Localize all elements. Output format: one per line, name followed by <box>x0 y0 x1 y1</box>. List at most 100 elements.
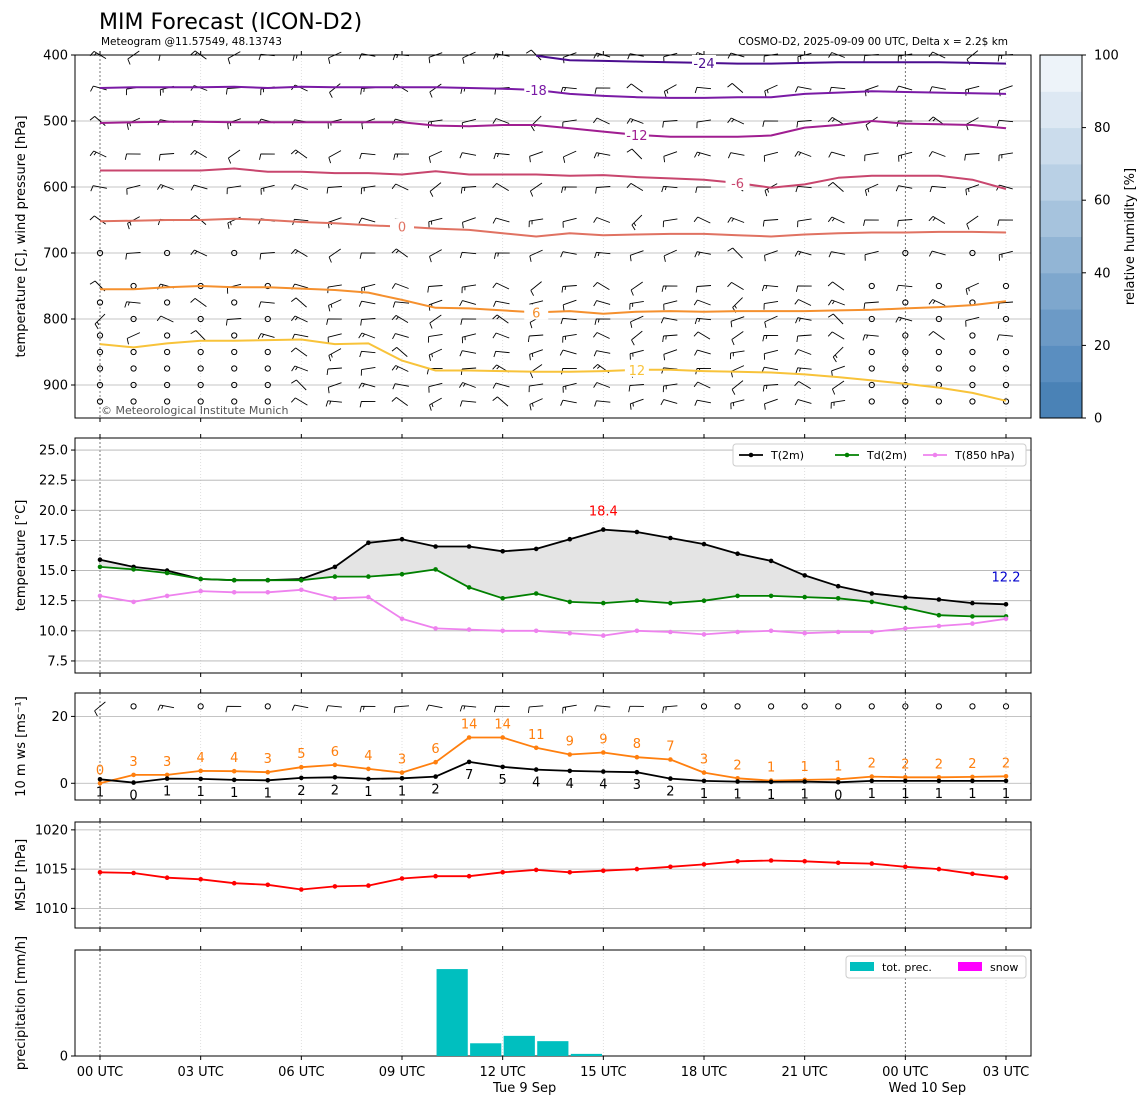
colorbar-segment <box>1040 91 1082 129</box>
wind-barb <box>391 315 409 323</box>
value-label-gust: 1 <box>801 760 809 775</box>
colorbar-label: relative humidity [%] <box>1123 168 1138 305</box>
wind-barb <box>731 331 744 346</box>
wind-barb <box>627 53 644 60</box>
wind-barb <box>492 382 510 389</box>
precipitation-panel: 0 precipitation [mm/h] tot. prec. snow <box>14 936 1032 1070</box>
wind-barb <box>459 350 477 357</box>
wind-barb <box>594 318 611 325</box>
data-point-mslp <box>634 866 640 872</box>
colorbar-segment <box>1040 200 1082 237</box>
x-tick-label: 00 UTC <box>882 1065 928 1080</box>
data-point-t2m <box>97 557 103 562</box>
wind-barb <box>157 184 174 190</box>
wind-barb <box>326 367 342 376</box>
calm-wind-circle <box>264 703 271 710</box>
wind-barb <box>693 299 711 306</box>
data-point-t850 <box>433 626 438 631</box>
wind-barb <box>429 397 442 411</box>
wind-barb <box>896 284 913 292</box>
data-point-td2m <box>768 593 774 599</box>
wind-barb <box>493 252 510 259</box>
data-point-mslp <box>802 859 807 864</box>
copyright-note: © Meteorological Institute Munich <box>101 404 288 417</box>
data-point-t2m <box>869 591 875 596</box>
wind-barb <box>795 86 812 93</box>
y-tick-label: 10.0 <box>39 624 68 639</box>
value-label-ws: 1 <box>197 785 205 800</box>
wind-barb <box>661 285 678 292</box>
isotherm-label-bg <box>624 126 649 142</box>
wind-barb <box>966 215 979 230</box>
wind-barb <box>527 334 544 343</box>
calm-wind-circle <box>935 365 942 372</box>
calm-wind-circle <box>96 249 104 257</box>
data-point-ws <box>332 775 338 780</box>
wind-barb <box>94 313 106 330</box>
data-point-t2m <box>466 544 472 549</box>
data-point-ws <box>835 780 841 785</box>
calm-wind-circle <box>96 398 104 405</box>
value-label-ws: 1 <box>398 784 406 799</box>
wind-barb <box>727 217 745 223</box>
wind-barb <box>530 115 542 132</box>
wind-barb <box>560 251 577 258</box>
wind-barb <box>727 117 745 125</box>
data-point-ws <box>903 778 908 784</box>
wind-barb <box>965 282 979 295</box>
value-label-ws: 2 <box>431 783 439 798</box>
wind-barb <box>660 317 678 324</box>
data-point-ws <box>366 776 371 782</box>
value-label-gust: 9 <box>599 733 607 748</box>
colorbar-tick-label: 0 <box>1094 412 1102 427</box>
wind-barb <box>530 281 542 296</box>
value-label-gust: 2 <box>901 757 909 772</box>
wind-barb <box>762 334 779 342</box>
data-point-ws <box>500 764 506 770</box>
data-point-mslp <box>97 870 103 875</box>
wind-barb <box>928 151 946 157</box>
wind-barb <box>360 87 376 95</box>
y-tick-label: 400 <box>43 49 68 64</box>
wind-barb <box>290 249 308 257</box>
calm-wind-circle <box>96 332 104 339</box>
isotherm-label: -18 <box>526 84 547 99</box>
y-tick-label: 800 <box>43 313 68 328</box>
wind-barb <box>190 249 208 257</box>
subtitle-left: Meteogram @11.57549, 48.13743 <box>101 36 282 48</box>
wind-barb <box>327 382 342 394</box>
data-point-gust <box>701 770 707 775</box>
legend-label-td2m: Td(2m) <box>866 449 907 462</box>
wind-barb <box>593 300 611 307</box>
wind-barb <box>328 248 341 263</box>
isotherm-line <box>99 120 1007 138</box>
precip-bar <box>470 1043 502 1056</box>
precip-bar <box>570 1053 602 1056</box>
value-label-ws: 2 <box>666 785 674 800</box>
wind-barb <box>628 384 644 392</box>
wind-barb <box>290 149 308 159</box>
value-label-gust: 2 <box>1002 756 1010 771</box>
wind-barb <box>928 250 946 257</box>
calm-wind-circle <box>231 249 238 257</box>
data-point-t850 <box>601 633 606 638</box>
isotherm-line <box>100 167 1007 190</box>
wind-barb <box>763 53 779 63</box>
wind-barb <box>462 51 476 64</box>
calm-wind-circle <box>264 365 271 372</box>
isotherm-line <box>99 217 1007 238</box>
data-point-ws <box>1003 778 1009 784</box>
wind-barb <box>695 285 712 293</box>
wind-barb <box>626 83 643 93</box>
calm-wind-circle <box>902 299 909 306</box>
wind-barb <box>694 251 711 258</box>
data-point-t2m <box>601 527 606 532</box>
wind-barb <box>693 331 711 340</box>
calm-wind-circle <box>969 348 976 356</box>
wind-barb <box>257 333 275 340</box>
wind-barb <box>764 398 778 410</box>
data-point-gust <box>299 764 304 770</box>
data-point-td2m <box>970 614 975 619</box>
data-point-t2m <box>701 541 707 547</box>
isotherm-label: 6 <box>532 306 540 321</box>
